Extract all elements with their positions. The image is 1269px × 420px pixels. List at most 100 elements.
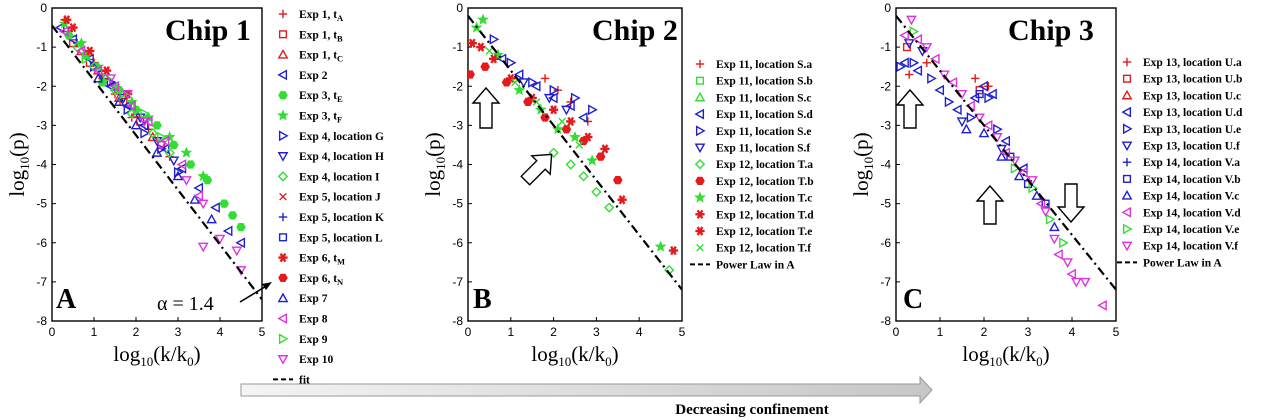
x-tick-label: 4 bbox=[1069, 325, 1076, 339]
legend-label: Exp 4, location H bbox=[299, 151, 384, 163]
data-point bbox=[912, 33, 923, 45]
data-point bbox=[126, 100, 136, 112]
series-exp-12-t-d bbox=[468, 38, 679, 256]
x-tick-label: 0 bbox=[49, 325, 56, 339]
data-point bbox=[222, 225, 233, 237]
legend-item: Exp 13, location U.a bbox=[1122, 57, 1242, 69]
legend-item: Exp 12, location T.c bbox=[694, 191, 812, 205]
data-point bbox=[172, 170, 184, 181]
legend-label: Exp 12, location T.c bbox=[716, 193, 812, 205]
legend-item: Power Law in A bbox=[1117, 257, 1222, 269]
legend-marker bbox=[277, 313, 288, 324]
data-point bbox=[1049, 234, 1060, 245]
data-point bbox=[138, 119, 149, 131]
legend-marker bbox=[278, 233, 288, 242]
data-point bbox=[540, 113, 550, 122]
series-exp-12-t-a bbox=[548, 147, 675, 276]
down-arrow-marker bbox=[1056, 183, 1086, 224]
x-tick-label: 3 bbox=[1025, 325, 1032, 339]
x-tick-label: 5 bbox=[679, 325, 686, 339]
data-point bbox=[231, 246, 243, 257]
data-point bbox=[75, 45, 86, 57]
y-tick-label: -6 bbox=[452, 236, 463, 250]
data-point bbox=[189, 194, 201, 204]
legend-marker bbox=[277, 109, 289, 121]
legend-marker bbox=[277, 48, 289, 59]
fit-line bbox=[896, 15, 1116, 291]
data-point bbox=[595, 152, 606, 161]
legend-marker bbox=[694, 108, 705, 120]
data-point bbox=[130, 119, 142, 130]
data-point bbox=[477, 13, 489, 25]
data-point bbox=[558, 117, 567, 126]
legend-item: Exp 4, location H bbox=[277, 151, 384, 163]
legend-item: Exp 12, location T.b bbox=[695, 176, 814, 188]
data-point bbox=[122, 90, 133, 100]
data-point bbox=[151, 147, 163, 157]
legend-marker bbox=[695, 59, 705, 69]
data-point bbox=[548, 105, 559, 115]
data-point bbox=[1062, 258, 1073, 268]
series-exp-3 bbox=[64, 31, 246, 232]
chart-panel-chip-2: 0 1 2 3 4 5 0 -1 -2 -3 -4 -5 -6 -7 -8 log10(k/k0) log10(… bbox=[421, 1, 814, 369]
data-point bbox=[540, 74, 550, 83]
data-point bbox=[1059, 237, 1069, 249]
data-point bbox=[64, 31, 74, 40]
legend-label: Exp 13, location U.e bbox=[1143, 124, 1241, 136]
data-point bbox=[1071, 277, 1082, 288]
y-tick-label: -2 bbox=[880, 79, 891, 93]
series-exp-14-v-d bbox=[899, 29, 1107, 311]
data-point bbox=[168, 156, 180, 167]
y-tick-label: 0 bbox=[884, 1, 891, 15]
data-point bbox=[971, 74, 980, 83]
y-tick-label: -1 bbox=[452, 40, 463, 54]
legend-marker bbox=[277, 355, 289, 365]
legend-item: Exp 3, tE bbox=[278, 90, 343, 104]
data-point bbox=[92, 72, 104, 83]
data-point bbox=[570, 92, 581, 104]
legend-marker bbox=[279, 192, 287, 201]
data-point bbox=[613, 176, 623, 185]
data-point bbox=[206, 213, 217, 224]
series-exp-11-s-e bbox=[489, 33, 598, 116]
legend-label: Exp 13, location U.d bbox=[1143, 107, 1243, 119]
data-point bbox=[978, 80, 989, 92]
legend-label: Exp 13, location U.f bbox=[1143, 141, 1240, 153]
legend-label: Exp 2 bbox=[299, 70, 328, 82]
y-tick-label: -6 bbox=[880, 236, 891, 250]
data-point bbox=[468, 70, 475, 79]
data-point bbox=[152, 121, 162, 130]
data-point bbox=[569, 130, 581, 143]
legend-marker bbox=[277, 152, 289, 162]
data-point bbox=[480, 62, 490, 71]
y-axis-label: log10(p) bbox=[5, 132, 32, 196]
data-point bbox=[899, 29, 909, 41]
data-point bbox=[905, 70, 914, 79]
legend-item: Exp 4, location I bbox=[277, 171, 380, 183]
y-tick-label: -1 bbox=[880, 40, 891, 54]
data-point bbox=[982, 119, 993, 131]
legend-marker bbox=[1121, 241, 1133, 252]
y-tick-label: -8 bbox=[452, 314, 463, 328]
data-point bbox=[604, 202, 615, 213]
data-point bbox=[197, 170, 210, 182]
data-layer bbox=[896, 15, 1116, 311]
chart-panel-chip-3: 0 1 2 3 4 5 0 -1 -2 -3 -4 -5 -6 -7 -8 log10(k/k0) log10(… bbox=[849, 1, 1243, 369]
legend-marker bbox=[1121, 106, 1132, 118]
y-tick-label: -4 bbox=[880, 158, 891, 172]
data-point bbox=[489, 54, 499, 64]
legend-label: Exp 12, location T.e bbox=[716, 226, 812, 238]
up-arrow-marker bbox=[895, 88, 925, 129]
legend-marker bbox=[694, 143, 706, 154]
legend-marker bbox=[277, 171, 289, 182]
legend-item: Exp 11, location S.a bbox=[695, 59, 812, 71]
data-point bbox=[81, 53, 92, 65]
data-point bbox=[85, 46, 95, 56]
data-point bbox=[489, 33, 500, 45]
data-point bbox=[961, 123, 972, 134]
data-point bbox=[123, 104, 134, 116]
legend-marker bbox=[1121, 206, 1132, 218]
plot-area: 0 1 2 3 4 5 0 -1 -2 -3 -4 -5 -6 -7 -8 log10(k/k0) log10(… bbox=[421, 1, 686, 369]
legend-label: Exp 10 bbox=[299, 354, 333, 366]
y-tick-label: -4 bbox=[452, 158, 463, 172]
